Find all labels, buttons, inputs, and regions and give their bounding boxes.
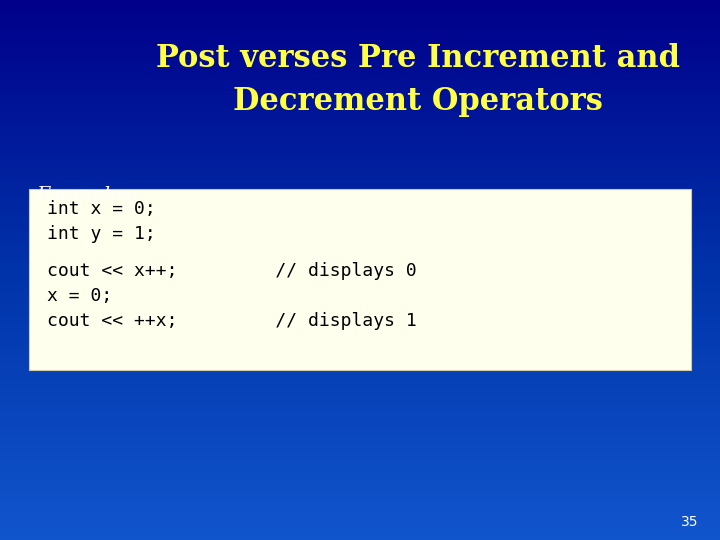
Text: int x = 0;
int y = 1;: int x = 0; int y = 1; — [47, 200, 156, 243]
Text: 35: 35 — [681, 515, 698, 529]
Text: Examples:: Examples: — [36, 186, 138, 204]
Text: Post verses Pre Increment and
Decrement Operators: Post verses Pre Increment and Decrement … — [156, 43, 680, 117]
FancyBboxPatch shape — [29, 189, 691, 370]
Text: cout << x++;         // displays 0
x = 0;
cout << ++x;         // displays 1: cout << x++; // displays 0 x = 0; cout <… — [47, 262, 417, 330]
